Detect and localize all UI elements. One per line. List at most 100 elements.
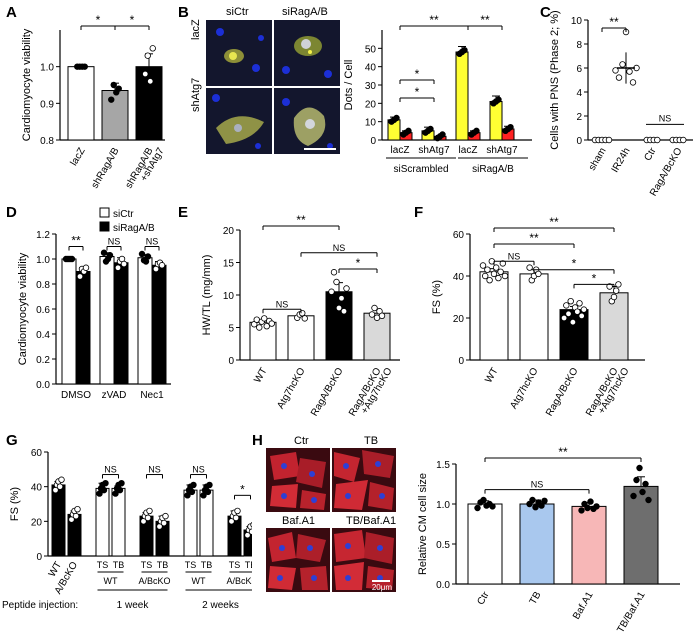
bar: [249, 321, 277, 361]
sig-label: **: [529, 231, 539, 245]
y-tick-label: 5: [228, 324, 234, 335]
micrograph-h-ctr: [266, 448, 330, 512]
data-point: [490, 270, 498, 278]
category-label: Ctr: [475, 589, 492, 607]
scale-bar: [304, 148, 336, 150]
sig-label: NS: [276, 299, 289, 309]
panel-label-b: B: [178, 4, 189, 21]
data-point: [593, 503, 600, 510]
group-label: A/BcKO: [226, 576, 252, 586]
data-point: [74, 505, 81, 513]
category-label: Atg7hcKO: [275, 366, 307, 411]
y-axis-label: FS (%): [9, 487, 21, 521]
bar: [137, 257, 153, 385]
y-axis-label: HW/TL (mg/mm): [201, 255, 213, 336]
data-point: [587, 498, 594, 505]
panel-label-f: F: [414, 204, 424, 221]
data-point: [626, 68, 633, 75]
data-point: [529, 496, 536, 504]
bar: [467, 503, 503, 585]
category-label: sham: [587, 146, 609, 173]
y-tick-label: 20: [31, 517, 43, 528]
data-point: [541, 497, 548, 504]
scale-bar: [372, 580, 390, 582]
y-tick-label: 1.0: [436, 500, 450, 511]
data-point: [393, 114, 400, 122]
micrograph-b-shatg7-siraga: [274, 88, 340, 154]
data-point: [492, 264, 500, 271]
scale-bar-label: 20μm: [371, 583, 392, 592]
y-tick-label: 0.8: [40, 136, 54, 147]
y-tick-label: 0.2: [36, 355, 50, 366]
data-point: [147, 78, 154, 85]
chart-d: 0.0 0.2 0.4 0.6 0.8 1.0 1.2 Cardiomyocyte viabi…: [17, 207, 171, 401]
data-point: [144, 52, 151, 59]
y-tick-label: 0.0: [436, 580, 450, 591]
data-point: [232, 514, 240, 522]
data-point: [301, 315, 308, 322]
data-point: [162, 512, 169, 520]
micrograph-h-tb-bafa1: 20μm: [332, 528, 396, 592]
micrograph-b-row-label: lacZ: [190, 19, 202, 40]
bar: [183, 489, 198, 557]
bar: [111, 487, 126, 557]
sig-label: NS: [508, 251, 521, 261]
bar: [61, 258, 77, 385]
legend-swatch: [99, 207, 110, 218]
data-point: [338, 295, 345, 302]
data-point: [188, 488, 196, 496]
data-point: [72, 512, 80, 520]
data-point: [507, 123, 514, 131]
y-axis-label: Cardiomyocyte viability: [17, 252, 29, 365]
data-point: [479, 262, 487, 269]
data-point: [565, 310, 572, 317]
category-label: TB: [528, 590, 544, 607]
y-tick-label: 8: [576, 40, 582, 51]
data-point: [328, 288, 335, 295]
data-point: [605, 136, 613, 144]
category-label: shRagA/B: [90, 146, 122, 191]
category-label: WT: [483, 366, 500, 385]
data-point: [299, 309, 306, 317]
bar: [623, 485, 659, 585]
sig-label: **: [609, 15, 619, 29]
micrograph-h-label: TB/Baf.A1: [346, 515, 397, 527]
data-point: [615, 74, 623, 81]
chart-e: 0 5 10 15 20 HW/TL (mg/mm) WT Atg7hcKO RagA/BcKO…: [201, 213, 400, 418]
data-point: [612, 67, 619, 74]
category-label: RagA/BcKO: [309, 366, 346, 418]
data-point: [563, 302, 570, 309]
group-label: WT: [104, 576, 118, 586]
y-tick-label: 50: [365, 44, 377, 55]
y-axis-label: Cells with PNS (Phase 2; %): [549, 10, 561, 149]
micrograph-b-row-label: shAtg7: [190, 77, 202, 112]
category-label: shAtg7: [418, 145, 450, 156]
data-point: [371, 304, 378, 312]
sig-label: NS: [333, 243, 346, 253]
category-label: TB: [245, 560, 252, 570]
y-axis-label: FS (%): [431, 280, 443, 314]
data-point: [330, 269, 338, 276]
category-label: TB: [113, 560, 125, 570]
bar: [75, 271, 91, 385]
data-point: [261, 315, 268, 322]
y-tick-label: 0.9: [40, 99, 54, 110]
y-tick-label: 10: [365, 118, 377, 129]
y-tick-label: 0: [228, 356, 234, 367]
data-point: [368, 311, 376, 318]
bar: [135, 66, 163, 141]
data-point: [526, 264, 533, 271]
bar: [519, 503, 555, 585]
y-tick-label: 2: [576, 112, 582, 123]
data-point: [106, 252, 114, 259]
sig-label: NS: [531, 480, 544, 490]
category-label: lacZ: [391, 145, 410, 156]
category-label: zVAD: [102, 390, 127, 401]
sig-label: *: [592, 271, 597, 285]
y-tick-label: 20: [365, 99, 377, 110]
y-tick-label: 1.2: [36, 230, 50, 241]
panel-label-h: H: [252, 432, 263, 449]
data-point: [639, 488, 646, 496]
y-tick-label: 30: [365, 81, 377, 92]
